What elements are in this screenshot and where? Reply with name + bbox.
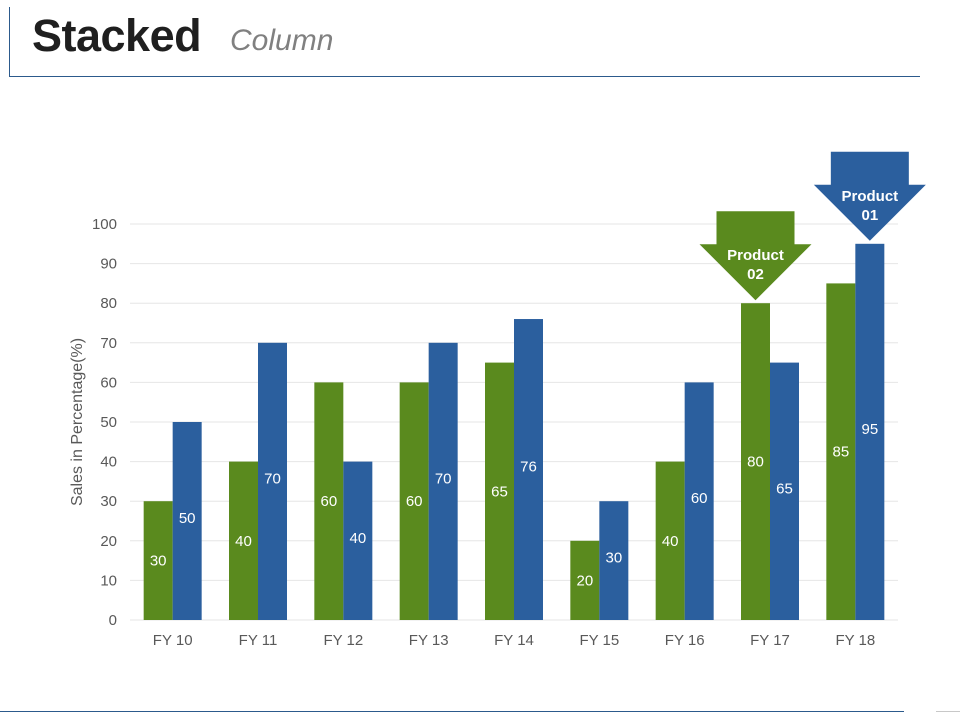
data-label: 80 [747,454,764,471]
x-tick-label: FY 16 [665,632,705,649]
x-tick-label: FY 15 [579,632,619,649]
callouts: Product 02 Product 01 [699,151,926,301]
y-tick-label: 10 [100,572,117,589]
data-label: 40 [662,533,679,550]
y-tick-label: 30 [100,493,117,510]
bar-series2-fy10 [172,422,202,620]
bar-series2-fy18 [855,243,885,621]
y-tick-label: 90 [100,256,117,273]
bar-series1-fy10 [143,501,173,620]
bar-series1-fy11 [229,461,258,620]
data-label: 50 [179,510,196,527]
x-tick-label: FY 14 [494,632,534,649]
data-label: 70 [435,470,452,487]
bar-series2-fy12 [343,461,373,620]
bar-series1-fy18 [826,283,856,620]
bar-series2-fy11 [258,342,287,620]
bar-series2-fy15 [599,501,629,620]
page-subtitle: Column [230,24,334,57]
data-label: 30 [150,553,167,570]
data-label: 60 [691,490,708,507]
data-label: 40 [235,533,252,550]
bar-series2-fy14 [514,319,543,620]
data-label: 70 [264,470,281,487]
y-axis-title: Sales in Percentage(%) [69,338,86,506]
footer-rule-short [936,711,960,712]
data-label: 76 [520,459,537,476]
y-tick-label: 70 [100,335,117,352]
data-label: 60 [406,493,423,510]
callout-arrow-shape [699,211,812,301]
data-label: 85 [832,444,849,461]
data-label: 95 [861,421,878,438]
x-axis-ticks: FY 10 FY 11 FY 12 FY 13 FY 14 FY 15 FY 16 FY 17… [153,632,875,649]
callout-label-line1: Product [841,188,898,205]
bars [143,243,885,621]
data-label: 60 [320,493,337,510]
callout-arrow-01: Product 01 [813,151,926,241]
x-tick-label: FY 17 [750,632,790,649]
x-tick-label: FY 10 [153,632,193,649]
data-label: 65 [776,480,793,497]
callout-arrow-02: Product 02 [699,211,812,301]
bar-series2-fy17 [770,362,799,620]
title-frame [9,7,920,77]
callout-arrow-shape [813,151,926,241]
x-tick-label: FY 12 [323,632,363,649]
callout-label-line1: Product [727,247,784,264]
y-tick-label: 100 [92,216,117,233]
data-labels: 30 50 40 70 60 40 60 70 65 76 20 30 40 60 80 65 85 95 [150,421,878,590]
bar-series1-fy15 [570,540,600,620]
page-title: Stacked [32,10,202,61]
y-tick-label: 50 [100,414,117,431]
bar-series2-fy13 [428,342,458,620]
bar-series1-fy16 [655,461,685,620]
data-label: 20 [576,572,593,589]
data-label: 40 [349,530,366,547]
bar-series1-fy17 [741,303,770,620]
bar-series1-fy14 [485,362,514,620]
y-tick-label: 40 [100,454,117,471]
y-tick-label: 60 [100,374,117,391]
x-tick-label: FY 13 [409,632,449,649]
y-tick-label: 0 [109,612,117,629]
callout-label-line2: 02 [747,266,764,283]
data-label: 65 [491,483,508,500]
bar-series1-fy13 [399,382,429,620]
y-tick-label: 80 [100,295,117,312]
x-tick-label: FY 11 [239,632,278,649]
bar-series1-fy12 [314,382,344,620]
bar-series2-fy16 [684,382,714,620]
y-tick-label: 20 [100,533,117,550]
x-tick-label: FY 18 [835,632,875,649]
data-label: 30 [605,550,622,567]
callout-label-line2: 01 [861,207,878,224]
footer-rule [0,711,904,712]
y-axis-ticks: 0 10 20 30 40 50 60 70 80 90 100 [92,216,117,629]
